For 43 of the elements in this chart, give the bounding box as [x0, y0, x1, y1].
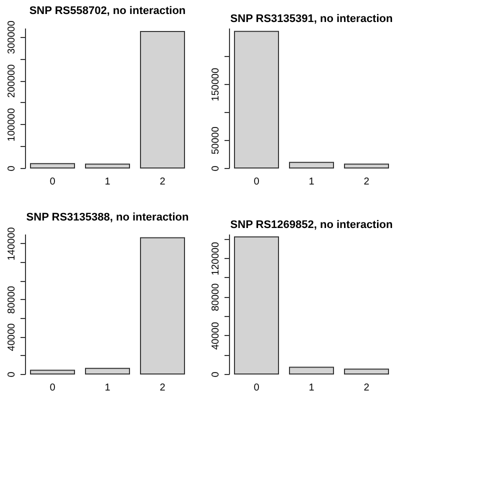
bar	[289, 366, 334, 374]
chart-title: SNP RS1269852, no interaction	[230, 219, 393, 231]
x-tick-label: 0	[254, 176, 260, 188]
bar	[234, 236, 279, 374]
y-tick-label: 40000	[6, 322, 18, 352]
y-tick-label: 0	[6, 165, 18, 172]
bar	[30, 370, 75, 374]
bar	[30, 163, 75, 168]
y-tick-label: 200000	[6, 64, 18, 98]
x-tick-label: 2	[160, 176, 166, 188]
y-tick-label: 140000	[6, 226, 18, 261]
x-tick-label: 2	[364, 176, 370, 188]
bar	[344, 368, 389, 374]
x-tick-label: 1	[104, 382, 111, 394]
y-tick-label: 120000	[210, 242, 222, 276]
x-tick-label: 0	[50, 382, 56, 394]
chart-title: SNP RS3135388, no interaction	[26, 212, 189, 224]
bar	[344, 164, 389, 168]
y-tick-label: 50000	[210, 126, 222, 154]
x-tick-label: 0	[50, 176, 56, 188]
y-tick-label: 80000	[210, 282, 222, 312]
y-tick-label: 0	[210, 371, 222, 378]
x-tick-label: 2	[364, 382, 370, 394]
y-tick-label: 80000	[6, 285, 18, 314]
y-tick-label: 0	[6, 371, 18, 378]
y-tick-label: 0	[210, 165, 222, 172]
y-tick-label: 100000	[6, 108, 18, 142]
y-tick-label: 300000	[6, 20, 18, 54]
x-tick-label: 1	[308, 382, 315, 394]
y-tick-label: 40000	[210, 322, 222, 350]
bar	[85, 164, 130, 168]
bar	[140, 237, 185, 374]
chart-title: SNP RS558702, no interaction	[29, 5, 186, 18]
bar	[85, 368, 130, 374]
x-tick-label: 2	[160, 382, 166, 394]
y-tick-label: 150000	[210, 67, 222, 102]
chart-title: SNP RS3135391, no interaction	[230, 13, 393, 25]
x-tick-label: 0	[254, 382, 260, 394]
bar	[234, 30, 279, 168]
bar	[140, 31, 185, 168]
x-tick-label: 1	[104, 176, 111, 188]
bar	[289, 162, 334, 168]
x-tick-label: 1	[308, 176, 315, 188]
